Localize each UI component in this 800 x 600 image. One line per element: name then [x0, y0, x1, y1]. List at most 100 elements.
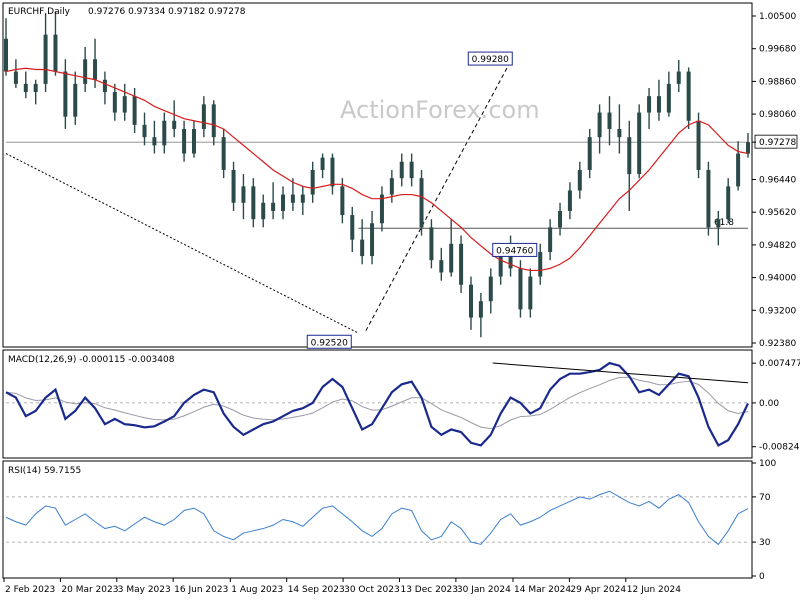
candle-body [93, 59, 98, 80]
candle-body [4, 38, 8, 72]
candle-body [231, 169, 236, 203]
candle-body [63, 71, 68, 117]
annotation-label: 0.94760 [496, 246, 533, 256]
candle-body [350, 215, 355, 240]
x-tick-label: 29 Apr 2024 [570, 585, 626, 595]
y-tick-label: 0.98860 [759, 77, 796, 87]
candle-body [132, 96, 137, 125]
macd-line [5, 361, 749, 447]
candle-body [617, 128, 622, 138]
candle-body [112, 92, 117, 113]
rsi-y-tick-label: 0 [759, 572, 765, 582]
macd-trendline [492, 362, 749, 384]
moving-average [5, 67, 749, 272]
candle-body [83, 59, 88, 84]
y-tick-label: 0.95620 [759, 208, 796, 218]
candle-body [310, 169, 315, 195]
candle-body [637, 112, 642, 175]
candle-body [736, 153, 741, 187]
trendline [365, 61, 512, 331]
candle-body [102, 79, 107, 93]
candle-body [567, 190, 572, 211]
candle-body [13, 71, 18, 84]
candle-body [587, 137, 592, 170]
x-tick-label: 2 Feb 2023 [5, 585, 55, 595]
fib-level: 61.8 [358, 218, 748, 229]
candle-body [449, 243, 454, 273]
candle-body [577, 169, 582, 191]
x-tick-label: 14 Sep 2023 [288, 585, 345, 595]
y-tick-label: 0.93200 [759, 306, 796, 316]
price-annotation: 0.99280 [467, 51, 513, 66]
x-tick-label: 3 May 2023 [118, 585, 171, 595]
candle-body [379, 194, 384, 224]
candle-body [191, 128, 196, 154]
candle-body [558, 210, 563, 228]
candle-body [478, 301, 483, 318]
fib-label: 61.8 [714, 218, 734, 228]
candle-body [528, 276, 533, 310]
candle-body [627, 137, 632, 175]
candle-body [122, 96, 127, 113]
rsi-y-tick-label: 70 [759, 493, 771, 503]
candle-body [360, 239, 365, 257]
candle-body [281, 194, 286, 211]
candle-body [686, 71, 691, 121]
macd-label: MACD(12,26,9) -0.000115 -0.003408 [8, 355, 175, 365]
price-annotation: 0.92520 [306, 334, 352, 349]
candle-body [726, 186, 731, 220]
candle-body [172, 120, 177, 129]
candle-body [746, 142, 750, 154]
candle-body [429, 227, 434, 261]
rsi-label: RSI(14) 59.7155 [8, 466, 81, 476]
candle-body [142, 124, 147, 138]
candle-body [706, 169, 711, 228]
candle-body [488, 276, 493, 302]
candle-body [498, 251, 503, 277]
macd-lines [5, 361, 749, 447]
candle-body [696, 120, 701, 170]
candle-body [666, 83, 671, 113]
trendline [5, 153, 359, 334]
candle-body [162, 120, 167, 146]
x-tick-label: 13 Dec 2023 [400, 585, 458, 595]
symbol-label: EURCHF,Daily [8, 7, 71, 17]
candle-body [538, 251, 543, 277]
macd-pane: 0.007477 0.00 -0.00824 MACD(12,26,9) -0.00… [5, 355, 800, 453]
candle-body [152, 137, 157, 146]
macd-y-tick-label: -0.00824 [759, 443, 800, 453]
x-tick-label: 16 Jun 2023 [174, 585, 228, 595]
y-tick-label: 0.94000 [759, 274, 796, 284]
watermark-text: ActionForex.com [340, 96, 540, 124]
annotation-box [467, 51, 513, 66]
rsi-y-axis: 100 70 30 0 [752, 459, 776, 582]
x-tick-label: 20 Mar 2023 [61, 585, 118, 595]
candle-body [320, 157, 325, 170]
candle-body [459, 243, 464, 285]
rsi-pane-frame [2, 460, 753, 579]
candle-body [508, 251, 513, 269]
main-pane: ActionForex.com 61.8 0.99280 0.92520 0.947… [4, 7, 798, 349]
annotation-box [306, 334, 352, 349]
candle-body [23, 83, 28, 93]
y-tick-label: 0.97278 [759, 138, 796, 148]
rsi-y-tick-label: 100 [759, 459, 776, 469]
y-tick-label: 0.98060 [759, 110, 796, 120]
trendlines [5, 61, 512, 334]
x-tick-label: 12 Jun 2024 [627, 585, 681, 595]
candle-body [607, 112, 612, 129]
candle-body [53, 34, 58, 72]
candle-body [261, 202, 266, 220]
rsi-levels [6, 496, 748, 543]
macd-y-tick-label: 0.00 [759, 399, 779, 409]
candle-body [211, 104, 216, 138]
candle-body [370, 223, 375, 257]
candle-body [43, 34, 48, 84]
candle-body [468, 284, 473, 318]
candle-body [251, 186, 256, 220]
candle-body [201, 104, 206, 129]
annotation-box [492, 242, 538, 257]
candle-body [221, 137, 226, 170]
main-pane-frame [2, 2, 753, 348]
